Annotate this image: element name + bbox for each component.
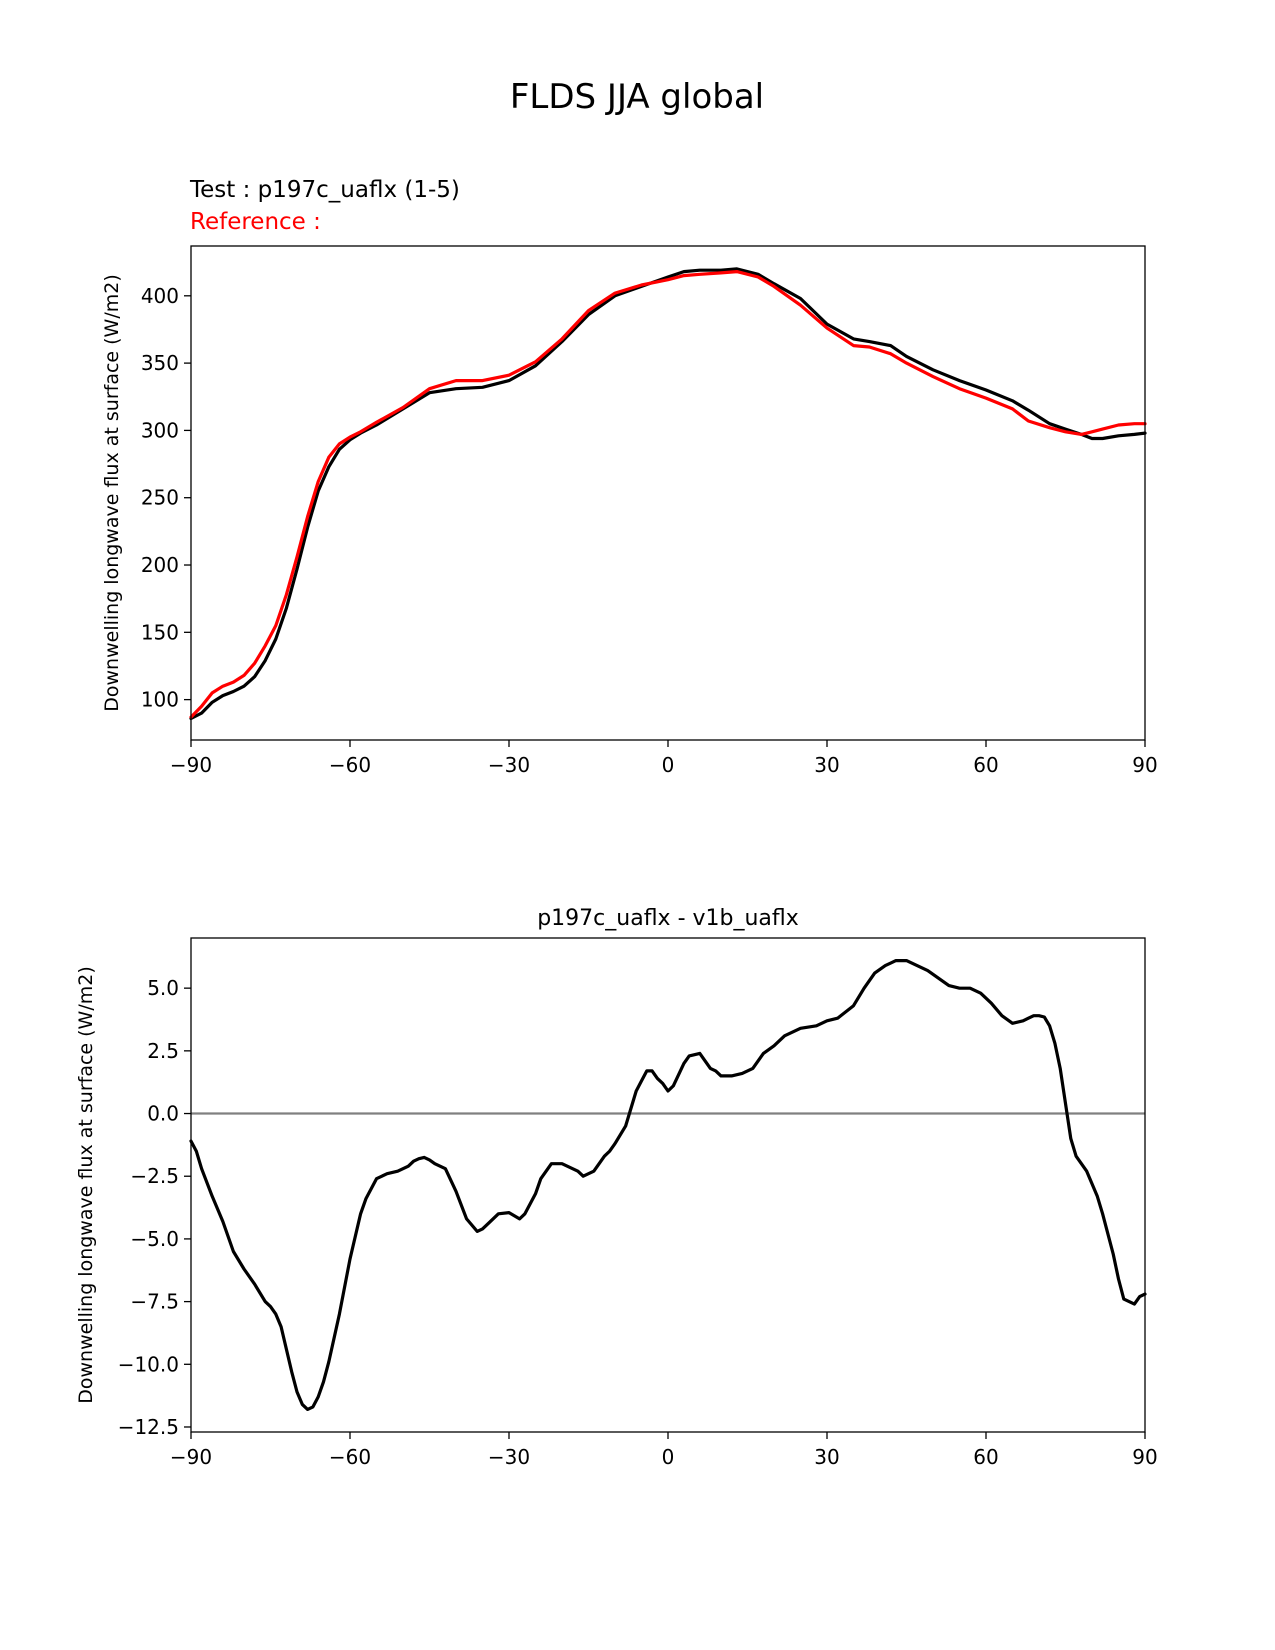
top-x-tick-label: −30 (488, 753, 530, 777)
figure-title: FLDS JJA global (510, 77, 764, 117)
test-subtitle: Test : p197c_uaflx (1-5) (189, 177, 460, 203)
top-x-tick-label: 0 (662, 753, 675, 777)
top-x-tick-label: 90 (1132, 753, 1157, 777)
top-plot-marks: −90 −60 −30 0 30 60 90 100 150 200 250 300 350 400 (141, 267, 1158, 777)
top-y-tick-label: 150 (141, 620, 179, 644)
reference-subtitle: Reference : (190, 209, 321, 235)
bottom-y-tick-label: −5.0 (130, 1227, 179, 1251)
top-x-tick-label: 30 (814, 753, 839, 777)
bottom-y-tick-label: −2.5 (130, 1164, 179, 1188)
top-panel: Test : p197c_uaflx (1-5) Reference : −90… (101, 177, 1158, 777)
top-x-tick-label: −60 (329, 753, 371, 777)
top-y-tick-label: 100 (141, 688, 179, 712)
bottom-panel: p197c_uaflx - v1b_uaflx −90 −60 −30 0 30 60 90… (75, 906, 1158, 1469)
top-y-tick-label: 400 (141, 284, 179, 308)
bottom-x-tick-label: 90 (1132, 1445, 1157, 1469)
top-series-test-line (189, 267, 1147, 721)
top-x-tick-label: 60 (973, 753, 998, 777)
top-y-tick-label: 200 (141, 553, 179, 577)
bottom-y-tick-label: 5.0 (147, 976, 179, 1000)
bottom-x-tick-label: −30 (488, 1445, 530, 1469)
bottom-panel-title: p197c_uaflx - v1b_uaflx (537, 906, 799, 931)
bottom-y-axis-label: Downwelling longwave flux at surface (W/… (75, 966, 97, 1404)
top-y-axis-label: Downwelling longwave flux at surface (W/… (101, 274, 123, 712)
top-plot-frame (190, 245, 1146, 741)
top-x-tick-label: −90 (170, 753, 212, 777)
bottom-x-tick-label: −90 (170, 1445, 212, 1469)
bottom-x-tick-label: −60 (329, 1445, 371, 1469)
bottom-y-tick-label: −10.0 (118, 1352, 179, 1376)
bottom-plot-marks: −90 −60 −30 0 30 60 90 −12.5 −10.0 −7.5 −5.0 −2.5 0.… (118, 958, 1158, 1469)
bottom-x-tick-label: 0 (662, 1445, 675, 1469)
bottom-y-tick-label: 2.5 (147, 1039, 179, 1063)
bottom-x-tick-label: 60 (973, 1445, 998, 1469)
top-y-tick-label: 300 (141, 418, 179, 442)
bottom-plot-frame (190, 937, 1146, 1433)
bottom-x-tick-label: 30 (814, 1445, 839, 1469)
bottom-y-tick-label: 0.0 (147, 1102, 179, 1126)
bottom-y-tick-label: −7.5 (130, 1290, 179, 1314)
bottom-series-test-line (189, 958, 1147, 1412)
top-y-tick-label: 250 (141, 486, 179, 510)
bottom-y-tick-label: −12.5 (118, 1415, 179, 1439)
top-series-reference-line (189, 270, 1147, 719)
top-y-tick-label: 350 (141, 351, 179, 375)
